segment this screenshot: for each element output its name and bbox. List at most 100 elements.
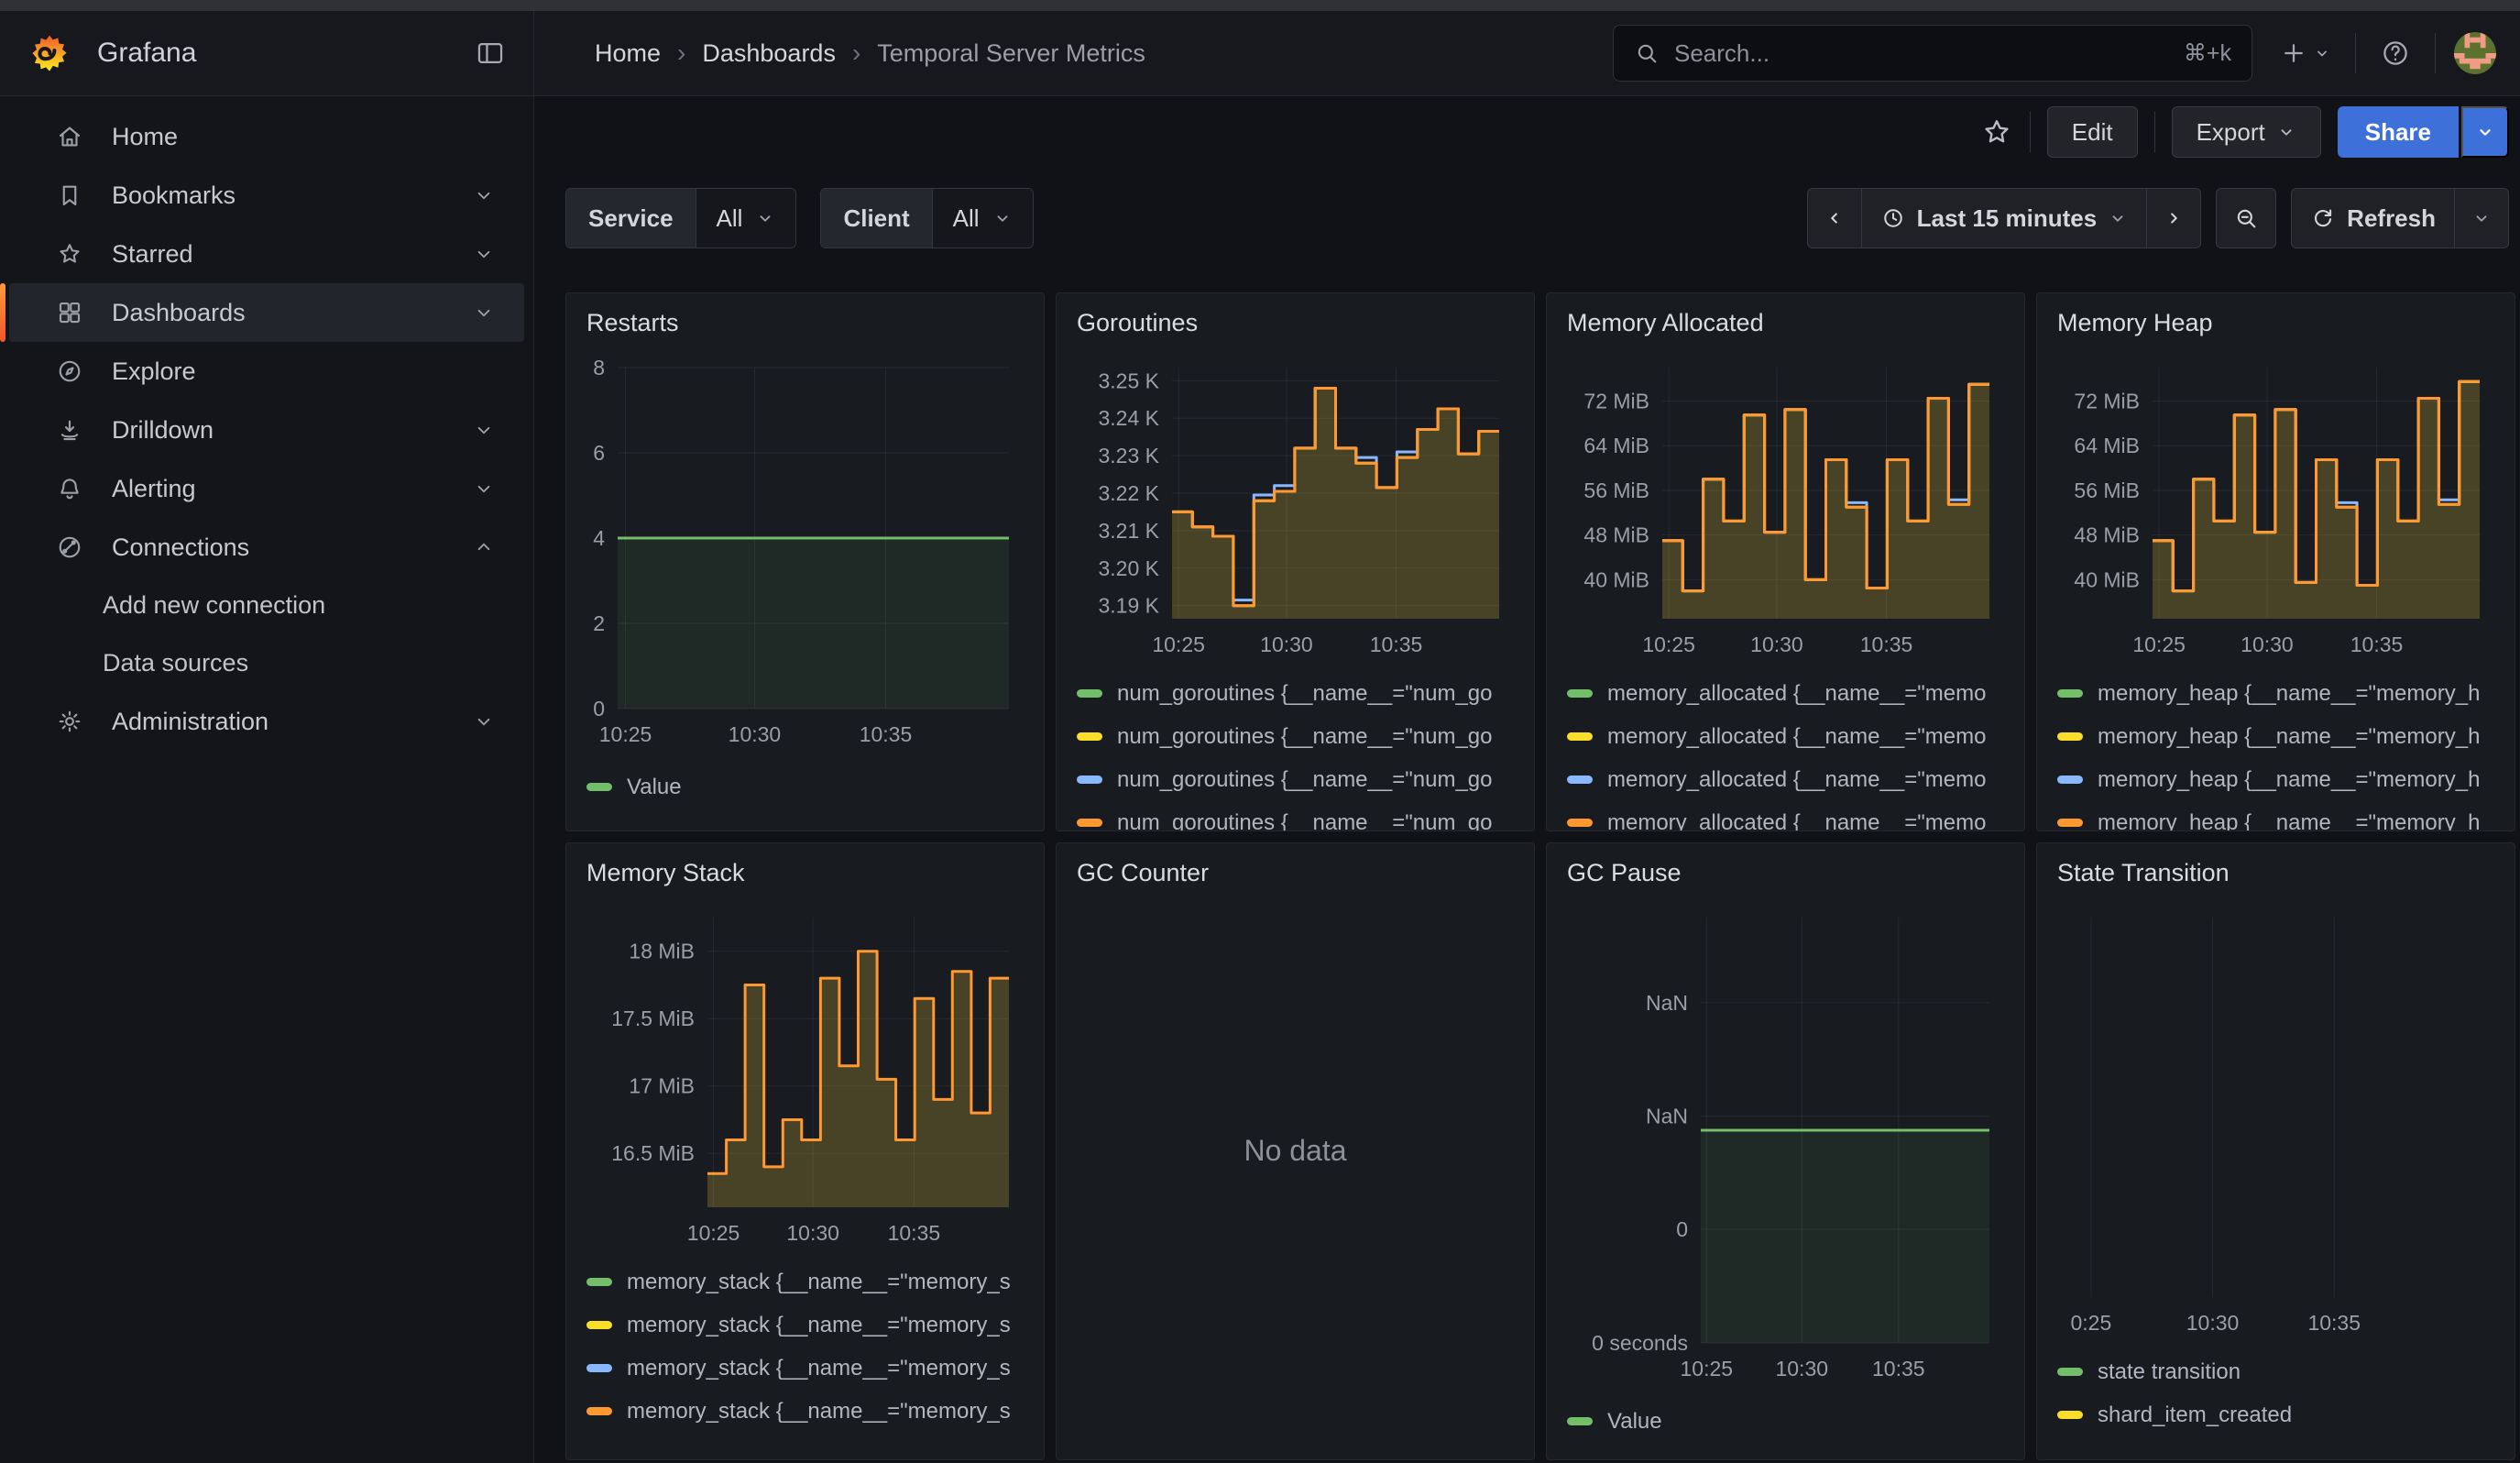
svg-text:10:35: 10:35 [1860,632,1913,656]
search-input[interactable] [1674,38,2169,68]
legend-swatch [586,1278,612,1286]
panel-title: Memory Heap [2057,309,2213,336]
search-box[interactable]: ⌘+k [1613,25,2252,82]
help-button[interactable] [2374,30,2416,76]
legend: num_goroutines {__name__="num_go num_goro… [1077,672,1514,830]
goroutines-chart[interactable]: 10:25 10:30 10:35 3.25 K 3.24 K 3.23 K 3.22 K 3… [1077,351,1514,661]
legend-item[interactable]: memory_stack {__name__="memory_s [586,1304,1024,1347]
svg-text:10:35: 10:35 [860,722,913,746]
chevron-down-icon[interactable] [469,183,499,207]
svg-text:56 MiB: 56 MiB [2074,478,2140,502]
state-transition-chart[interactable]: 0:25 10:30 10:35 [2057,901,2494,1339]
legend-item[interactable]: num_goroutines {__name__="num_go [1077,672,1514,715]
legend-swatch [2057,1411,2083,1419]
legend-label: state transition [2098,1358,2241,1384]
breadcrumb-home[interactable]: Home [595,38,662,67]
chevron-down-icon[interactable] [469,242,499,266]
svg-text:40 MiB: 40 MiB [1583,567,1649,591]
dock-sidebar-icon[interactable] [475,38,506,69]
legend-swatch [1077,689,1102,698]
svg-text:10:30: 10:30 [2241,632,2294,656]
filter-bar: Service All Client All [534,168,2520,272]
svg-text:10:25: 10:25 [1642,632,1695,656]
panel-title: Memory Stack [586,859,745,886]
sidebar-item-connections[interactable]: Connections [9,518,524,577]
svg-text:10:30: 10:30 [1775,1357,1828,1380]
breadcrumb-dashboards[interactable]: Dashboards [702,38,836,67]
legend-item[interactable]: memory_stack {__name__="memory_s [586,1347,1024,1390]
svg-text:18 MiB: 18 MiB [629,940,695,963]
svg-text:17.5 MiB: 17.5 MiB [611,1006,695,1030]
sidebar-item-explore[interactable]: Explore [9,342,524,401]
client-filter[interactable]: Client All [820,188,1034,248]
memory-heap-chart[interactable]: 10:25 10:30 10:35 72 MiB 64 MiB 56 MiB 48 MiB 4… [2057,351,2494,661]
legend-item[interactable]: num_goroutines {__name__="num_go [1077,715,1514,758]
sidebar-item-label: Dashboards [112,298,246,326]
chevron-down-icon[interactable] [469,710,499,733]
sidebar-nav: Home Bookmarks Starred Dashboards Explore Dri… [0,96,534,1463]
sidebar-item-dashboards[interactable]: Dashboards [0,283,524,342]
svg-text:2: 2 [593,611,605,635]
time-forward-button[interactable] [2146,188,2202,248]
add-new-button[interactable] [2274,32,2337,74]
chevron-down-icon[interactable] [469,301,499,324]
sidebar-item-alerting[interactable]: Alerting [9,459,524,518]
time-range-picker[interactable]: Last 15 minutes [1860,188,2148,248]
svg-text:10:35: 10:35 [1872,1357,1925,1380]
chevron-down-icon[interactable] [469,418,499,442]
panel-gc-pause: GC Pause 10:25 10:30 10:35 NaN NaN 0 0 seconds… [1546,842,2025,1460]
legend-item[interactable]: memory_heap {__name__="memory_h [2057,801,2494,830]
svg-text:64 MiB: 64 MiB [1583,434,1649,457]
legend-item[interactable]: memory_heap {__name__="memory_h [2057,715,2494,758]
memory-stack-chart[interactable]: 10:25 10:30 10:35 18 MiB 17.5 MiB 17 MiB 16.5 … [586,901,1024,1249]
time-back-button[interactable] [1806,188,1862,248]
sidebar-item-administration[interactable]: Administration [9,692,524,751]
legend-item[interactable]: num_goroutines {__name__="num_go [1077,758,1514,801]
legend-item[interactable]: memory_allocated {__name__="memo [1567,715,2004,758]
sidebar-item-add-new-connection[interactable]: Add new connection [103,591,326,619]
legend-swatch [1567,732,1593,741]
user-avatar[interactable] [2454,32,2496,74]
legend-item[interactable]: memory_allocated {__name__="memo [1567,758,2004,801]
legend-item[interactable]: memory_heap {__name__="memory_h [2057,758,2494,801]
gc-pause-chart[interactable]: 10:25 10:30 10:35 NaN NaN 0 0 seconds [1567,901,2004,1385]
legend-item[interactable]: Value [1567,1400,2004,1443]
star-dashboard-icon[interactable] [1980,116,2013,148]
sidebar-item-home[interactable]: Home [9,107,524,166]
memory-allocated-chart[interactable]: 10:25 10:30 10:35 72 MiB 64 MiB 56 MiB 48 MiB 4… [1567,351,2004,661]
client-filter-value: All [952,204,980,232]
restarts-chart[interactable]: 10:25 10:30 10:35 8 6 4 2 0 [586,351,1024,751]
legend-item[interactable]: num_goroutines {__name__="num_go [1077,801,1514,830]
legend-item[interactable]: memory_allocated {__name__="memo [1567,801,2004,830]
legend-item[interactable]: memory_stack {__name__="memory_s [586,1260,1024,1304]
svg-text:72 MiB: 72 MiB [2074,390,2140,413]
legend-label: memory_allocated {__name__="memo [1607,680,1987,706]
refresh-button[interactable]: Refresh [2291,188,2455,248]
legend-item[interactable]: shard_item_created [2057,1393,2494,1436]
legend-swatch [1567,819,1593,827]
breadcrumb: Home › Dashboards › Temporal Server Metr… [595,38,1145,68]
share-button[interactable]: Share [2337,106,2459,158]
legend-item[interactable]: memory_stack {__name__="memory_s [586,1390,1024,1433]
legend-item[interactable]: Value [586,765,1024,808]
share-menu-button[interactable] [2461,106,2509,158]
legend-label: memory_allocated {__name__="memo [1607,723,1987,749]
sidebar-item-data-sources[interactable]: Data sources [103,649,249,676]
service-filter[interactable]: Service All [565,188,797,248]
export-button[interactable]: Export [2171,106,2321,158]
legend-item[interactable]: memory_heap {__name__="memory_h [2057,672,2494,715]
sidebar-item-starred[interactable]: Starred [9,225,524,283]
legend-label: memory_heap {__name__="memory_h [2098,680,2481,706]
legend-item[interactable]: memory_allocated {__name__="memo [1567,672,2004,715]
zoom-out-button[interactable] [2216,188,2277,248]
refresh-interval-button[interactable] [2454,188,2509,248]
sidebar-item-drilldown[interactable]: Drilldown [9,401,524,459]
legend-item[interactable]: state transition [2057,1350,2494,1393]
chevron-down-icon [2317,50,2327,57]
dashboard-toolbar: Edit Export Share [534,96,2520,168]
edit-button[interactable]: Edit [2046,106,2138,158]
chevron-down-icon[interactable] [469,477,499,500]
chevron-up-icon[interactable] [469,535,499,559]
sidebar-item-bookmarks[interactable]: Bookmarks [9,166,524,225]
svg-text:3.19 K: 3.19 K [1099,594,1160,618]
